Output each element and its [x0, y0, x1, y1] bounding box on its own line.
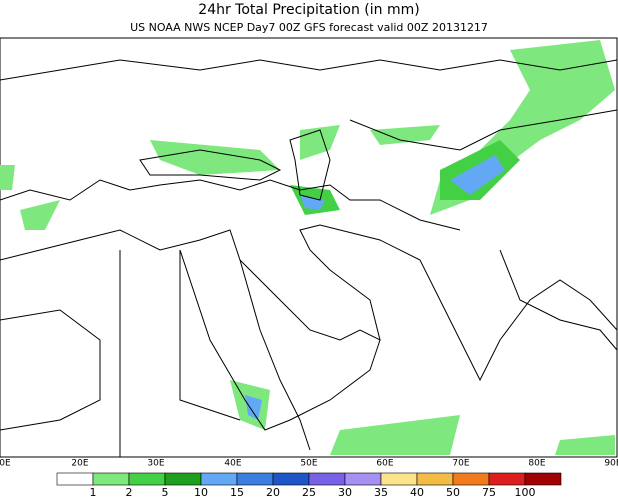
colorbar-box	[200, 472, 238, 486]
colorbar-label: 5	[162, 486, 169, 499]
lon-label: 60E	[376, 459, 393, 469]
subtitle: US NOAA NWS NCEP Day7 00Z GFS forecast v…	[130, 21, 488, 34]
map-area	[0, 37, 618, 458]
colorbar-label: 75	[482, 486, 496, 499]
colorbar-label: 50	[446, 486, 460, 499]
colorbar-label: 20	[266, 486, 280, 499]
colorbar-box	[488, 472, 526, 486]
colorbar-label: 25	[302, 486, 316, 499]
longitude-labels: 0E 20E 30E 40E 50E 60E 70E 80E 90E	[0, 459, 618, 469]
lon-label: 50E	[300, 459, 317, 469]
colorbar-label: 10	[194, 486, 208, 499]
lon-label: 80E	[528, 459, 545, 469]
colorbar-box	[308, 472, 346, 486]
colorbar-box	[56, 472, 94, 486]
colorbar-box	[416, 472, 454, 486]
colorbar-label: 100	[515, 486, 536, 499]
colorbar-box	[128, 472, 166, 486]
lon-label: 30E	[147, 459, 164, 469]
colorbar-label: 15	[230, 486, 244, 499]
lon-label: 20E	[71, 459, 88, 469]
colorbar-label: 35	[374, 486, 388, 499]
colorbar-box	[236, 472, 274, 486]
colorbar-box	[344, 472, 382, 486]
lon-label: 90E	[604, 459, 618, 469]
title: 24hr Total Precipitation (in mm)	[198, 2, 419, 18]
colorbar-box	[524, 472, 562, 486]
colorbar-box	[380, 472, 418, 486]
colorbar-label: 40	[410, 486, 424, 499]
lon-label: 40E	[224, 459, 241, 469]
colorbar-box	[272, 472, 310, 486]
colorbar-label: 1	[90, 486, 97, 499]
precip	[0, 40, 615, 455]
colorbar: 1 2 5 10 15 20 25 30 35 40 50 75 100	[56, 472, 562, 499]
colorbar-box	[92, 472, 130, 486]
colorbar-box	[452, 472, 490, 486]
colorbar-box	[164, 472, 202, 486]
colorbar-label: 2	[126, 486, 133, 499]
lon-label: 70E	[452, 459, 469, 469]
lon-label: 0E	[0, 459, 11, 469]
colorbar-label: 30	[338, 486, 352, 499]
